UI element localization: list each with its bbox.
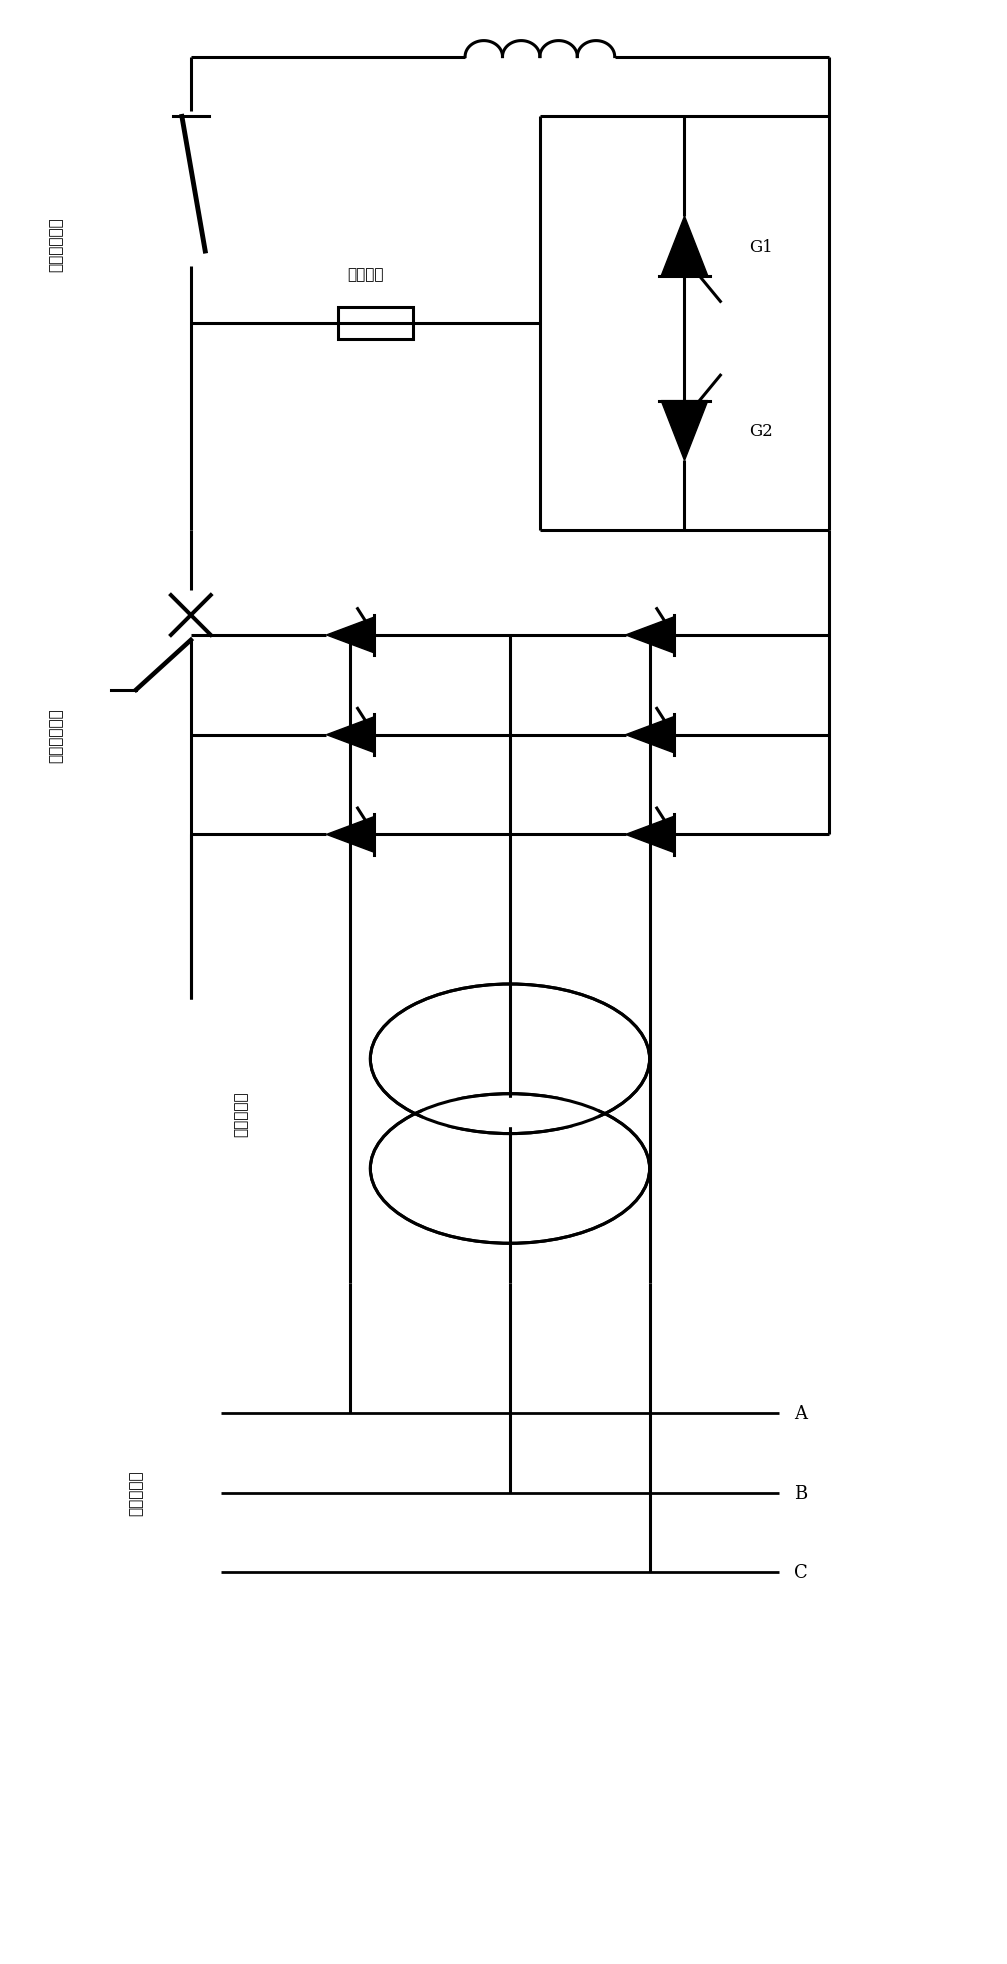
Text: 灭磁电阻: 灭磁电阻: [347, 267, 384, 283]
Text: 直流灭磁开关: 直流灭磁开关: [48, 218, 63, 271]
Polygon shape: [625, 817, 674, 852]
Text: B: B: [795, 1485, 808, 1502]
Text: 可控硅整流桥: 可控硅整流桥: [48, 707, 63, 762]
Polygon shape: [625, 717, 674, 754]
Polygon shape: [326, 619, 375, 654]
Polygon shape: [662, 401, 708, 462]
Bar: [338, 308, 413, 340]
Polygon shape: [625, 619, 674, 654]
Text: A: A: [795, 1404, 808, 1422]
Polygon shape: [326, 817, 375, 852]
Text: G1: G1: [749, 238, 773, 255]
Text: C: C: [795, 1563, 808, 1581]
Polygon shape: [662, 216, 708, 277]
Text: G2: G2: [749, 422, 773, 440]
Polygon shape: [326, 717, 375, 754]
Text: 励磁变压器: 励磁变压器: [234, 1092, 249, 1137]
Text: 发电机机端: 发电机机端: [129, 1469, 144, 1516]
